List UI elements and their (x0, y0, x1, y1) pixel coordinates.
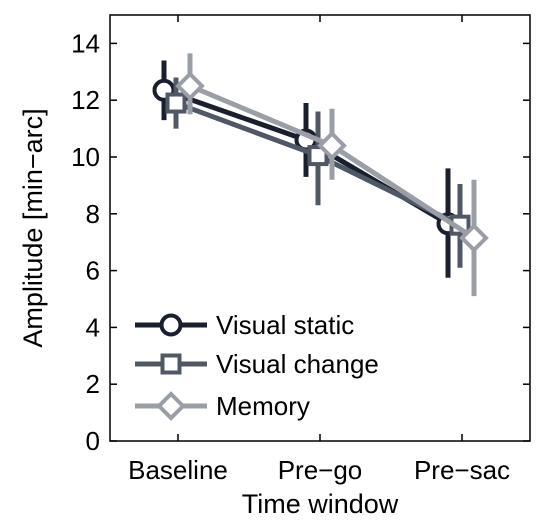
data-point (307, 145, 329, 167)
x-tick-label: Baseline (128, 455, 228, 485)
legend-item: Memory (135, 391, 310, 421)
data-point (459, 223, 489, 253)
legend-marker (159, 313, 183, 337)
y-tick-label: 6 (86, 256, 100, 286)
y-tick-label: 4 (86, 312, 100, 342)
y-tick-label: 10 (71, 142, 100, 172)
x-tick-label: Pre−go (278, 455, 363, 485)
legend: Visual static Visual change Memory (135, 310, 379, 421)
plot-area: 0 2 4 6 8 10 12 14 Baseline Pre−go Pre−sac (71, 14, 531, 485)
legend-label: Visual static (216, 310, 354, 340)
y-tick-label: 8 (86, 199, 100, 229)
x-axis: Baseline Pre−go Pre−sac (128, 15, 510, 485)
y-tick-label: 0 (86, 426, 100, 456)
x-axis-label: Time window (242, 489, 399, 519)
x-tick-label: Pre−sac (414, 455, 510, 485)
series-diamond (175, 53, 489, 297)
legend-item: Visual static (135, 310, 354, 340)
legend-label: Memory (216, 391, 310, 421)
legend-marker (160, 353, 182, 375)
y-tick-label: 12 (71, 85, 100, 115)
y-axis-label: Amplitude [min−arc] (18, 108, 48, 347)
data-point (317, 130, 347, 161)
legend-label: Visual change (216, 349, 379, 379)
y-axis: 0 2 4 6 8 10 12 14 (71, 28, 530, 456)
data-point (165, 92, 187, 114)
data-point (175, 71, 205, 101)
series-circle (152, 60, 460, 278)
series-layer (152, 53, 489, 297)
legend-item: Visual change (135, 349, 379, 379)
y-tick-label: 2 (86, 369, 100, 399)
legend-marker (156, 391, 186, 421)
y-tick-label: 14 (71, 28, 100, 58)
